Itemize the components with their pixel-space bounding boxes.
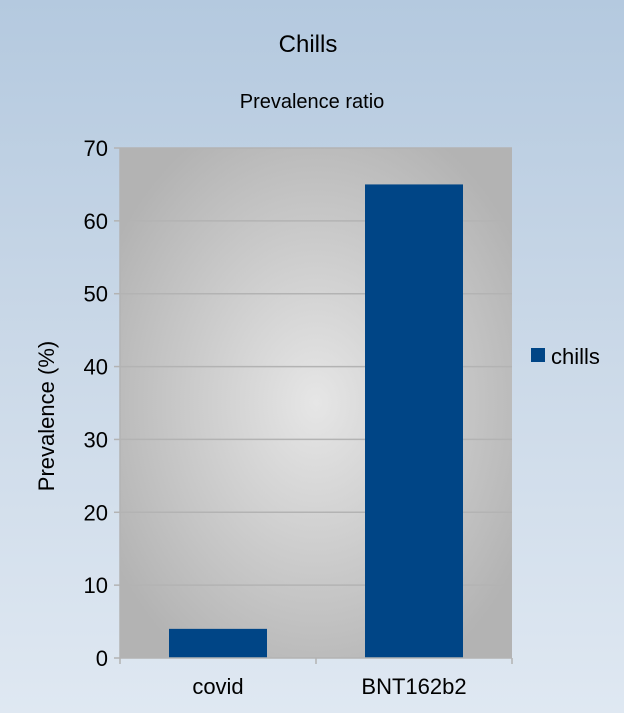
x-tick-label: BNT162b2 (361, 674, 466, 699)
y-tick-label: 10 (84, 573, 108, 598)
chart-subtitle: Prevalence ratio (240, 91, 385, 113)
legend: chills (531, 344, 600, 369)
bars (169, 184, 463, 658)
y-axis-ticks: 0 10 20 30 40 50 60 70 (84, 136, 120, 671)
x-axis-ticks: covid BNT162b2 (119, 658, 513, 699)
y-tick-label: 40 (84, 355, 108, 380)
legend-label: chills (551, 344, 600, 369)
y-tick-label: 50 (84, 282, 108, 307)
y-tick-label: 20 (84, 500, 108, 525)
legend-swatch (531, 348, 545, 362)
y-tick-label: 70 (84, 136, 108, 161)
y-tick-label: 30 (84, 427, 108, 452)
chart-title: Chills (279, 31, 338, 58)
bar-covid (169, 628, 267, 658)
bar-bnt162b2 (365, 184, 463, 658)
x-tick-label: covid (192, 674, 243, 699)
y-tick-label: 0 (96, 646, 108, 671)
y-tick-label: 60 (84, 209, 108, 234)
y-axis-label: Prevalence (%) (34, 341, 59, 491)
